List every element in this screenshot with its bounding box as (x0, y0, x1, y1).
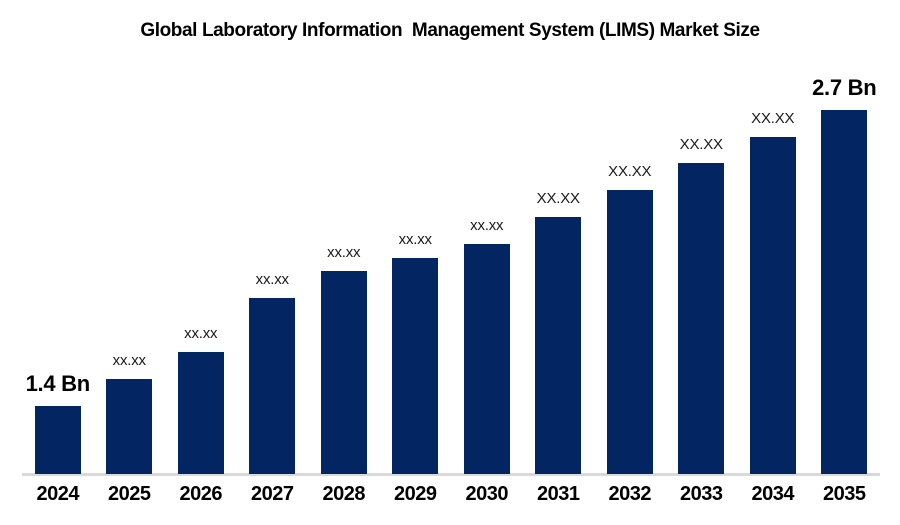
bar-2035 (821, 110, 868, 474)
bar-value-label: XX.XX (536, 190, 580, 207)
x-axis-tick-label: 2027 (251, 483, 294, 505)
bar-column: xx.xx (451, 217, 523, 474)
bar-value-label: xx.xx (112, 352, 146, 369)
bar-2029 (392, 258, 439, 474)
bar-column: 1.4 Bn (22, 371, 94, 474)
bar-2034 (749, 137, 796, 474)
bar-value-label: xx.xx (327, 244, 361, 261)
bar-2027 (249, 298, 296, 474)
bar-value-label: xx.xx (255, 271, 289, 288)
x-axis-tick-label: 2033 (680, 483, 723, 505)
bar-value-label: xx.xx (470, 217, 504, 234)
bar-value-label: 2.7 Bn (812, 75, 877, 100)
bar-column: xx.xx (237, 271, 309, 474)
bar-value-label: xx.xx (184, 325, 218, 342)
bar-value-label: XX.XX (608, 163, 652, 180)
x-axis-tick-label: 2035 (823, 483, 866, 505)
bar-column: xx.xx (165, 325, 237, 474)
x-axis-tick-label: 2024 (36, 483, 80, 505)
bar-column: xx.xx (94, 352, 166, 474)
bar-2032 (606, 190, 653, 474)
bar-2033 (678, 163, 725, 474)
bar-value-label: XX.XX (751, 110, 795, 127)
x-axis-tick-label: 2026 (179, 483, 223, 505)
x-axis-tick-label: 2031 (537, 483, 580, 505)
bars-row: 1.4 Bn xx.xx xx.xx xx.xx xx.xx xx.xx xx.xx XX.X… (22, 75, 880, 474)
bar-value-label: 1.4 Bn (25, 371, 91, 396)
x-axis-line (22, 473, 880, 476)
bar-column: xx.xx (308, 244, 380, 474)
x-axis-tick-label: 2025 (108, 483, 151, 505)
bar-column: XX.XX (594, 163, 666, 474)
bar-value-label: xx.xx (398, 231, 432, 248)
bar-2028 (320, 271, 367, 474)
bar-column: xx.xx (380, 231, 452, 474)
bar-column: XX.XX (666, 136, 738, 474)
x-axis-tick-label: 2028 (322, 483, 366, 505)
x-axis-tick-label: 2034 (751, 483, 795, 505)
bar-column: 2.7 Bn (809, 75, 881, 474)
x-axis-tick-label: 2029 (394, 483, 437, 505)
bar-column: XX.XX (523, 190, 595, 474)
chart-title: Global Laboratory Information Management… (140, 20, 760, 41)
x-axis-labels-row: 2024 2025 2026 2027 2028 2029 2030 2031 2032 2033… (22, 483, 880, 506)
bar-value-label: XX.XX (679, 136, 723, 153)
bar-2031 (535, 217, 582, 474)
bar-2026 (177, 352, 224, 474)
bar-column: XX.XX (737, 110, 809, 474)
bar-2030 (463, 244, 510, 474)
bar-2025 (106, 379, 153, 474)
bar-2024 (34, 406, 81, 474)
x-axis-tick-label: 2030 (465, 483, 509, 505)
x-axis-tick-label: 2032 (608, 483, 652, 505)
